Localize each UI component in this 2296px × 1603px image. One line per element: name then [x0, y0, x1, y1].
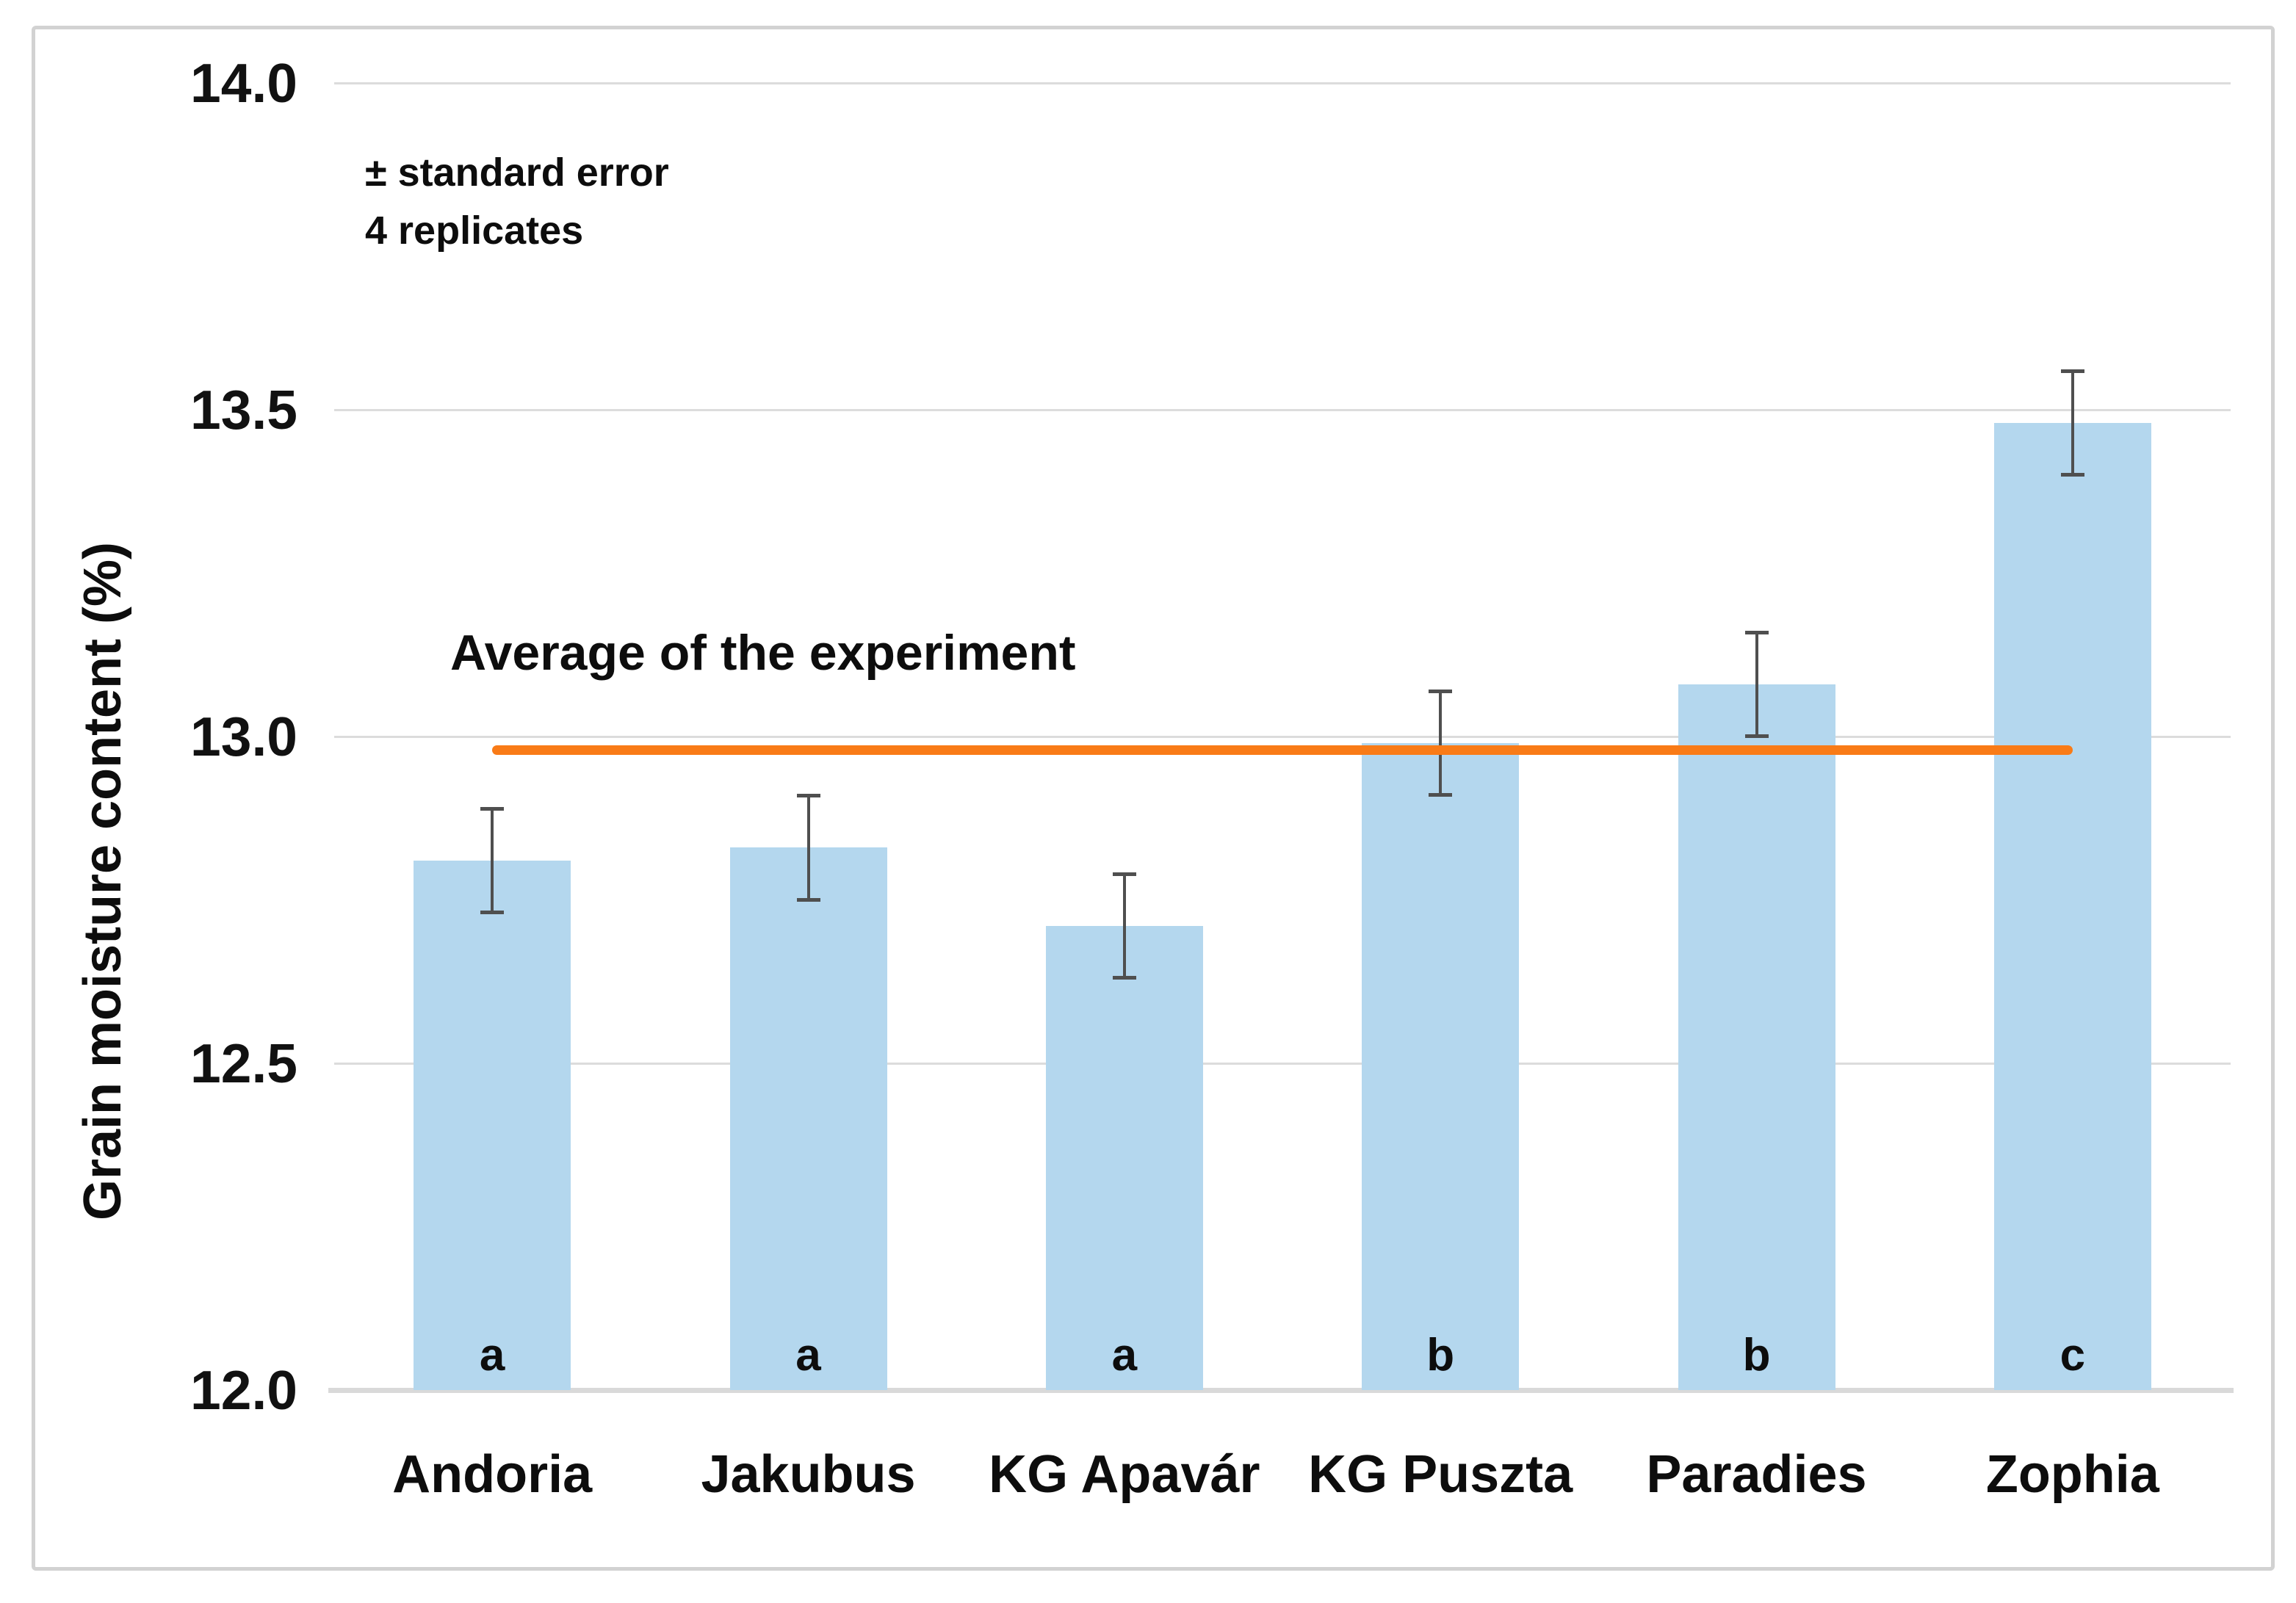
x-tick-label-zophia: Zophia: [1985, 1445, 2159, 1504]
error-bar-cap-bottom: [796, 897, 820, 902]
significance-letter: b: [1742, 1329, 1771, 1381]
gridline: [334, 736, 2231, 738]
error-bar-cap-bottom: [1112, 976, 1136, 980]
error-bar-cap-top: [1112, 872, 1136, 876]
y-tick-label: 12.0: [190, 1359, 297, 1421]
y-tick-label: 14.0: [190, 52, 297, 114]
error-bar-whisker: [1439, 690, 1443, 796]
significance-letter: b: [1426, 1329, 1455, 1381]
error-bar-whisker: [2071, 370, 2074, 475]
error-bar-cap-bottom: [1429, 793, 1453, 797]
bar-jakubus: a: [729, 847, 887, 1390]
x-axis-line: [328, 1388, 2234, 1393]
significance-letter: a: [1111, 1329, 1138, 1381]
bar-zophia: c: [1993, 422, 2151, 1390]
error-bar-cap-top: [2060, 369, 2084, 373]
standard-error-annotation: ± standard error: [365, 151, 669, 195]
y-tick-label: 13.0: [190, 706, 297, 767]
y-tick-label: 12.5: [190, 1032, 297, 1094]
bar-paradies: b: [1678, 684, 1835, 1390]
significance-letter: a: [479, 1329, 505, 1381]
error-bar-whisker: [806, 795, 810, 900]
error-bar-cap-top: [796, 794, 820, 798]
x-tick-label-kg-puszta: KG Puszta: [1308, 1445, 1573, 1504]
bar-andoria: a: [414, 861, 571, 1390]
x-tick-label-kg-apavár: KG Apavár: [989, 1445, 1260, 1504]
gridline: [334, 1063, 2231, 1065]
error-bar-whisker: [1755, 632, 1758, 737]
error-bar-cap-top: [1429, 689, 1453, 693]
gridline: [334, 82, 2231, 84]
error-bar-cap-bottom: [1744, 734, 1769, 738]
significance-letter: c: [2059, 1329, 2086, 1381]
y-tick-label: 13.5: [190, 379, 297, 441]
error-bar-whisker: [1122, 873, 1126, 979]
bar-kg-puszta: b: [1362, 742, 1520, 1390]
bar-kg-apavár: a: [1045, 926, 1203, 1390]
average-line: [492, 745, 2073, 755]
error-bar-whisker: [491, 808, 494, 913]
error-bar-cap-bottom: [480, 911, 505, 915]
replicates-annotation: 4 replicates: [365, 209, 584, 253]
x-tick-label-andoria: Andoria: [392, 1445, 593, 1504]
error-bar-cap-top: [1744, 630, 1769, 634]
error-bar-cap-bottom: [2060, 473, 2084, 477]
error-bar-cap-top: [480, 806, 505, 811]
x-tick-label-paradies: Paradies: [1646, 1445, 1867, 1504]
y-axis-title: Grain moisture content (%): [73, 541, 132, 1221]
gridline: [334, 409, 2231, 411]
x-tick-label-jakubus: Jakubus: [701, 1445, 916, 1504]
significance-letter: a: [795, 1329, 821, 1381]
average-line-label: Average of the experiment: [450, 625, 1076, 681]
